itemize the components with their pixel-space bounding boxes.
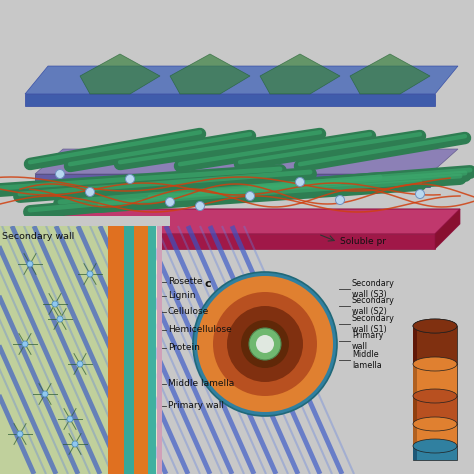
Bar <box>413 446 417 460</box>
Bar <box>413 396 457 424</box>
Bar <box>124 226 134 474</box>
Circle shape <box>241 320 289 368</box>
Circle shape <box>126 174 135 183</box>
Circle shape <box>256 335 274 353</box>
Polygon shape <box>45 209 460 234</box>
Circle shape <box>57 316 63 322</box>
Polygon shape <box>25 94 435 106</box>
Circle shape <box>336 195 345 204</box>
Text: Protein: Protein <box>168 344 200 353</box>
Bar <box>413 424 457 446</box>
Bar <box>0 216 170 226</box>
Polygon shape <box>260 54 340 94</box>
Circle shape <box>27 261 33 267</box>
Circle shape <box>197 276 333 412</box>
Text: Middle lamella: Middle lamella <box>168 380 234 389</box>
Text: Hemicellulose: Hemicellulose <box>168 326 232 335</box>
Circle shape <box>17 431 23 437</box>
Text: Secondary
wall (S2): Secondary wall (S2) <box>352 296 395 316</box>
Text: Primary
wall: Primary wall <box>352 331 383 351</box>
Text: Primary wall: Primary wall <box>168 401 224 410</box>
Circle shape <box>77 361 83 367</box>
Bar <box>413 396 417 424</box>
Circle shape <box>52 301 58 307</box>
Circle shape <box>416 190 425 199</box>
Bar <box>148 226 156 474</box>
Bar <box>108 226 124 474</box>
Text: Secondary
wall (S1): Secondary wall (S1) <box>352 314 395 334</box>
Circle shape <box>193 272 337 416</box>
Bar <box>134 226 148 474</box>
Polygon shape <box>35 174 430 187</box>
Circle shape <box>87 271 93 277</box>
Text: Secondary wall: Secondary wall <box>2 232 74 241</box>
Circle shape <box>72 441 78 447</box>
Circle shape <box>67 416 73 422</box>
Text: c: c <box>205 279 211 289</box>
Polygon shape <box>25 66 458 94</box>
Bar <box>413 446 457 460</box>
Circle shape <box>295 177 304 186</box>
Polygon shape <box>45 234 435 249</box>
Bar <box>157 226 162 474</box>
Circle shape <box>213 292 317 396</box>
Bar <box>413 326 457 364</box>
Text: Secondary
wall (S3): Secondary wall (S3) <box>352 279 395 299</box>
Polygon shape <box>170 54 250 94</box>
Circle shape <box>249 328 281 360</box>
Circle shape <box>227 306 303 382</box>
Circle shape <box>246 191 255 201</box>
Ellipse shape <box>413 417 457 431</box>
Polygon shape <box>350 54 430 94</box>
Text: Middle
lamella: Middle lamella <box>352 350 382 370</box>
Ellipse shape <box>413 319 457 333</box>
Circle shape <box>42 391 48 397</box>
Polygon shape <box>435 209 460 249</box>
Text: Lignin: Lignin <box>168 292 195 301</box>
Text: Soluble pr: Soluble pr <box>340 237 386 246</box>
Ellipse shape <box>413 389 457 403</box>
Circle shape <box>85 188 94 197</box>
Ellipse shape <box>413 357 457 371</box>
Bar <box>413 424 417 446</box>
Polygon shape <box>35 149 458 174</box>
Text: Cellulose: Cellulose <box>168 308 209 317</box>
Circle shape <box>195 201 204 210</box>
Bar <box>413 364 457 396</box>
Circle shape <box>22 341 28 347</box>
Bar <box>156 226 157 474</box>
Ellipse shape <box>413 439 457 453</box>
Circle shape <box>165 198 174 207</box>
Bar <box>413 364 417 396</box>
Circle shape <box>55 170 64 179</box>
Ellipse shape <box>413 319 457 333</box>
Bar <box>0 226 162 474</box>
Polygon shape <box>80 54 160 94</box>
Bar <box>413 326 417 364</box>
Text: Rosette: Rosette <box>168 277 202 286</box>
